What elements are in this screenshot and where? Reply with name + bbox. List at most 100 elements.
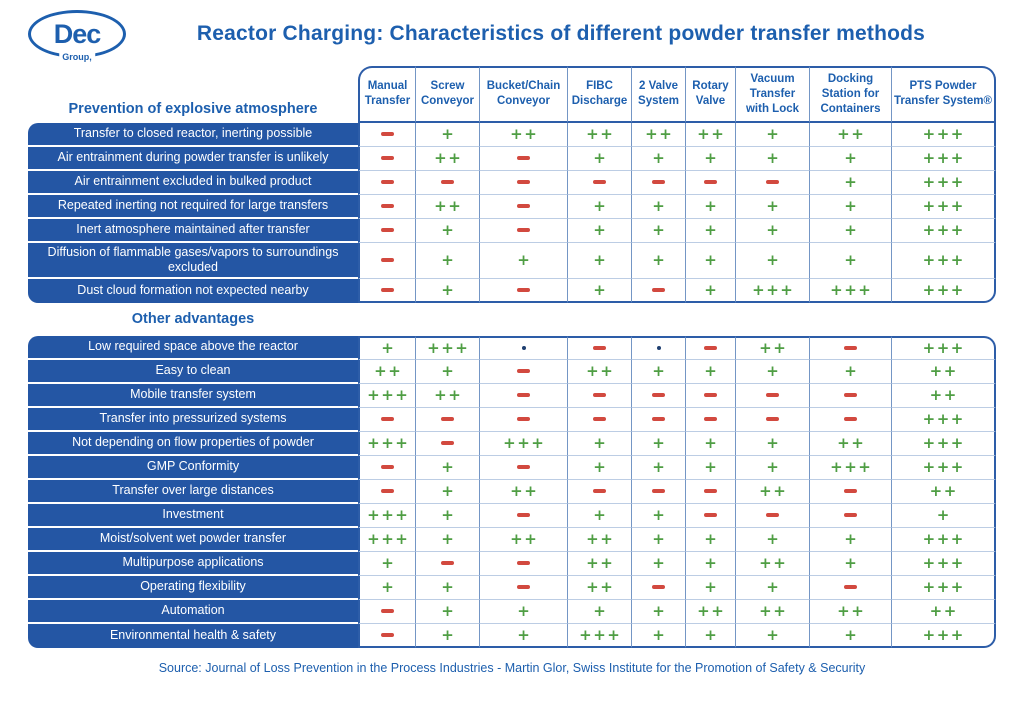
minus-symbol bbox=[704, 489, 717, 494]
plus-symbol: + bbox=[441, 506, 456, 525]
plus-symbol: +++ bbox=[830, 280, 873, 299]
plus-symbol: ++ bbox=[374, 362, 403, 381]
table-cell: + bbox=[632, 194, 686, 219]
minus-symbol bbox=[381, 132, 394, 137]
plus-symbol: +++ bbox=[922, 530, 965, 549]
row-label: Diffusion of flammable gases/vapors to s… bbox=[28, 242, 358, 279]
row-label: Low required space above the reactor bbox=[28, 335, 358, 360]
minus-symbol bbox=[652, 180, 665, 185]
plus-symbol: + bbox=[766, 125, 781, 144]
plus-symbol: + bbox=[766, 458, 781, 477]
column-header: Bucket/Chain Conveyor bbox=[480, 66, 568, 123]
table-cell: + bbox=[416, 527, 480, 552]
plus-symbol: +++ bbox=[922, 197, 965, 216]
table-cell: +++ bbox=[358, 383, 416, 408]
plus-symbol: ++ bbox=[434, 149, 463, 168]
table-cell bbox=[480, 503, 568, 528]
minus-symbol bbox=[704, 346, 717, 351]
table-cell: +++ bbox=[892, 194, 996, 219]
table-cell: + bbox=[810, 359, 892, 384]
plus-symbol: + bbox=[381, 578, 396, 597]
table-cell bbox=[810, 479, 892, 504]
row-label: Air entrainment during powder transfer i… bbox=[28, 146, 358, 171]
table-cell: ++ bbox=[686, 122, 736, 147]
plus-symbol: + bbox=[593, 251, 608, 270]
table-cell bbox=[686, 503, 736, 528]
table-cell bbox=[358, 194, 416, 219]
plus-symbol: +++ bbox=[922, 554, 965, 573]
table-cell bbox=[480, 218, 568, 243]
table-cell: ++ bbox=[892, 599, 996, 624]
table-cell: +++ bbox=[892, 575, 996, 600]
plus-symbol: ++ bbox=[510, 530, 539, 549]
table-cell: ++ bbox=[568, 359, 632, 384]
table-cell: ++ bbox=[416, 146, 480, 171]
table-cell bbox=[686, 383, 736, 408]
column-header: Rotary Valve bbox=[686, 66, 736, 123]
table-cell: ++ bbox=[810, 599, 892, 624]
table-section-prevention: Transfer to closed reactor, inerting pos… bbox=[28, 122, 996, 303]
plus-symbol: + bbox=[441, 280, 456, 299]
plus-symbol: + bbox=[766, 197, 781, 216]
plus-symbol: + bbox=[652, 434, 667, 453]
row-label: Not depending on flow properties of powd… bbox=[28, 431, 358, 456]
table-cell: + bbox=[416, 242, 480, 279]
table-cell bbox=[736, 407, 810, 432]
table-cell: + bbox=[810, 623, 892, 648]
table-cell: +++ bbox=[358, 431, 416, 456]
table-cell bbox=[480, 146, 568, 171]
plus-symbol: + bbox=[844, 362, 859, 381]
table-cell: ++ bbox=[568, 575, 632, 600]
column-header: Docking Station for Containers bbox=[810, 66, 892, 123]
table-cell bbox=[568, 383, 632, 408]
minus-symbol bbox=[381, 228, 394, 233]
plus-symbol: ++ bbox=[510, 125, 539, 144]
table-cell bbox=[686, 479, 736, 504]
plus-symbol: ++ bbox=[759, 554, 788, 573]
plus-symbol: + bbox=[381, 339, 396, 358]
table-cell: +++ bbox=[892, 170, 996, 195]
plus-symbol: ++ bbox=[586, 554, 615, 573]
table-cell bbox=[810, 335, 892, 360]
table-cell bbox=[632, 479, 686, 504]
minus-symbol bbox=[517, 156, 530, 161]
plus-symbol: +++ bbox=[922, 173, 965, 192]
table-cell: + bbox=[736, 455, 810, 480]
dot-symbol bbox=[521, 346, 526, 351]
plus-symbol: + bbox=[517, 625, 532, 644]
table-cell bbox=[686, 335, 736, 360]
row-label: Inert atmosphere maintained after transf… bbox=[28, 218, 358, 243]
table-cell: + bbox=[810, 146, 892, 171]
plus-symbol: + bbox=[844, 625, 859, 644]
table-cell: ++ bbox=[632, 122, 686, 147]
page-title: Reactor Charging: Characteristics of dif… bbox=[196, 22, 926, 45]
plus-symbol: ++ bbox=[929, 386, 958, 405]
table-section-other-advantages: Low required space above the reactor + +++… bbox=[28, 335, 996, 648]
table-cell: + bbox=[632, 551, 686, 576]
plus-symbol: + bbox=[652, 602, 667, 621]
table-cell bbox=[358, 218, 416, 243]
minus-symbol bbox=[381, 180, 394, 185]
plus-symbol: +++ bbox=[752, 280, 795, 299]
plus-symbol: + bbox=[704, 149, 719, 168]
page: Dec Group, Reactor Charging: Characteris… bbox=[28, 10, 996, 675]
table-cell bbox=[736, 170, 810, 195]
table-cell: +++ bbox=[892, 218, 996, 243]
table-cell bbox=[358, 170, 416, 195]
plus-symbol: + bbox=[844, 197, 859, 216]
table-cell: + bbox=[568, 146, 632, 171]
plus-symbol: + bbox=[652, 149, 667, 168]
minus-symbol bbox=[381, 609, 394, 614]
table-cell: + bbox=[358, 551, 416, 576]
plus-symbol: + bbox=[766, 362, 781, 381]
minus-symbol bbox=[704, 513, 717, 518]
table-cell bbox=[480, 383, 568, 408]
table-cell: + bbox=[736, 359, 810, 384]
plus-symbol: +++ bbox=[427, 339, 470, 358]
table-cell: ++ bbox=[892, 383, 996, 408]
table-cell: + bbox=[568, 194, 632, 219]
table-cell: ++ bbox=[736, 599, 810, 624]
table-cell: + bbox=[568, 431, 632, 456]
table-cell: + bbox=[736, 623, 810, 648]
minus-symbol bbox=[381, 258, 394, 263]
